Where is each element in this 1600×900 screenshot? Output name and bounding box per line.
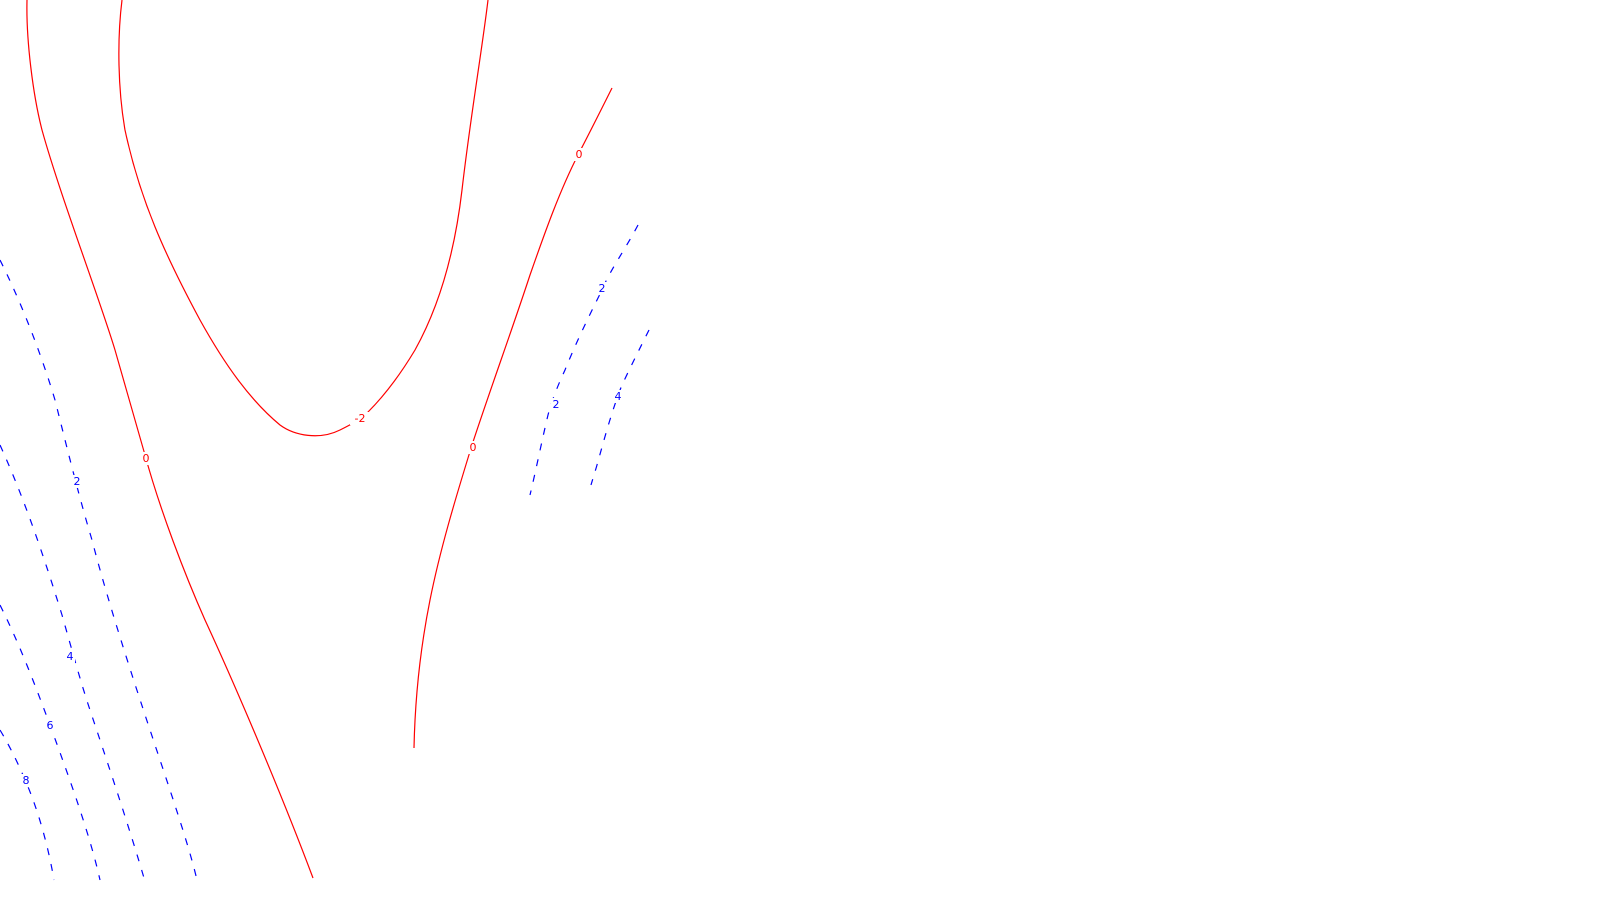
contour-label-text-2-right-upper: 2 xyxy=(599,282,606,295)
contour-line-level-4-right xyxy=(590,329,650,486)
contour-label-text-2-right-lower: 2 xyxy=(553,398,560,411)
contour-label-group: -2 0 0 0 2 2 2 4 xyxy=(21,148,623,787)
contour-label-text-4-left: 4 xyxy=(67,650,74,663)
contour-label-text-4-right: 4 xyxy=(615,390,622,403)
contour-label-text-0-right-high: 0 xyxy=(576,148,583,161)
contour-label-6: 6 xyxy=(45,719,55,732)
contour-line-level-4-left xyxy=(0,444,145,879)
contour-label-0-right-high: 0 xyxy=(574,148,584,161)
contour-label-4-right: 4 xyxy=(613,390,623,403)
contour-label-2-right-lower: 2 xyxy=(551,398,561,411)
contour-line-level-6-left xyxy=(0,604,101,881)
contour-label-8: 8 xyxy=(21,774,31,787)
contour-label-0-left: 0 xyxy=(141,452,151,465)
contour-label-text-0-left: 0 xyxy=(143,452,150,465)
non-positive-contour-group xyxy=(26,0,613,879)
contour-label-2-right-upper: 2 xyxy=(597,282,607,295)
contour-line-level-2-right xyxy=(529,224,639,496)
contour-line-level-8-left xyxy=(0,729,55,881)
positive-contour-group xyxy=(0,224,650,881)
contour-line-level-0-right xyxy=(413,87,613,749)
contour-line-level-minus2 xyxy=(118,0,489,437)
contour-label-0-right-low: 0 xyxy=(468,441,478,454)
contour-label-4-left: 4 xyxy=(65,650,75,663)
contour-label-text-minus2: -2 xyxy=(355,412,366,425)
contour-label-2-left: 2 xyxy=(72,475,82,488)
contour-label-text-2-left: 2 xyxy=(74,475,81,488)
contour-line-level-0-left xyxy=(26,0,314,879)
contour-label-minus2: -2 xyxy=(350,412,370,425)
contour-label-text-0-right-low: 0 xyxy=(470,441,477,454)
contour-label-text-8: 8 xyxy=(23,774,30,787)
contour-label-text-6: 6 xyxy=(47,719,54,732)
